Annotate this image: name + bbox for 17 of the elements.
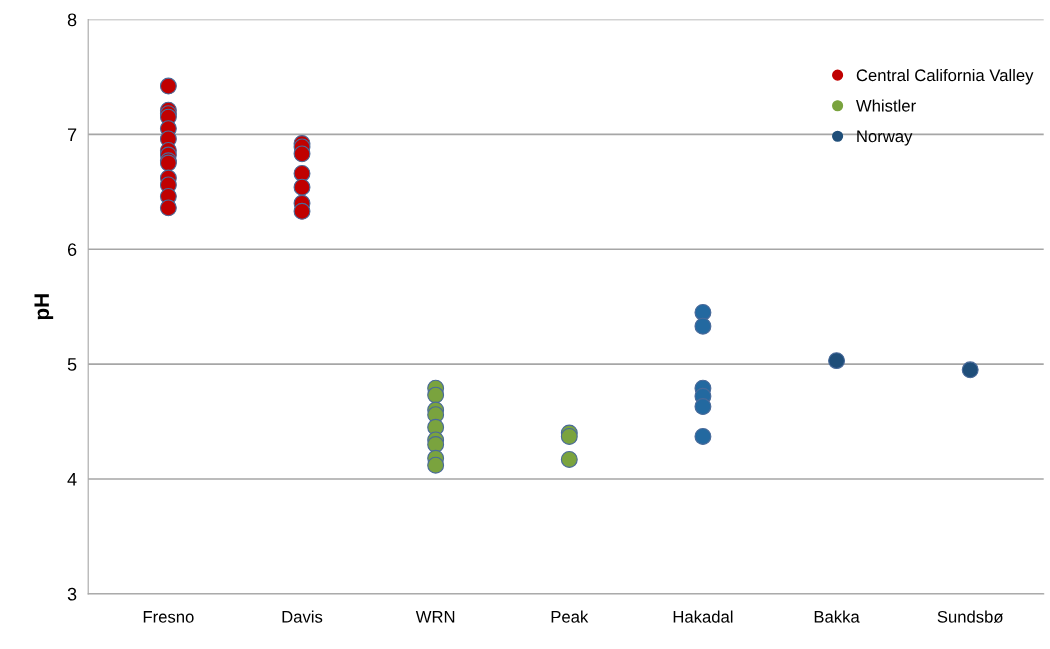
x-tick-label: Bakka [814,610,860,623]
x-tick-label: Fresno [143,611,194,623]
y-tick-label: 3 [67,587,77,601]
x-tick-label: WRN [415,611,455,623]
y-tick-label: 8 [67,13,77,27]
y-tick-label: 5 [67,358,77,371]
x-tick-label: Peak [551,610,589,623]
legend-label: Central California Valley [856,68,1034,85]
x-tick-label: Davis [282,610,323,623]
x-tick-label: Hakadal [673,610,733,623]
y-tick-label: 6 [67,243,77,256]
y-axis-title: pH [34,294,54,320]
y-tick-label: 4 [67,473,77,486]
legend-label: Whistler [856,99,916,112]
x-tick-label: Sundsbø [937,610,1004,623]
legend-label: Norway [857,130,913,146]
y-tick-label: 7 [67,128,77,141]
